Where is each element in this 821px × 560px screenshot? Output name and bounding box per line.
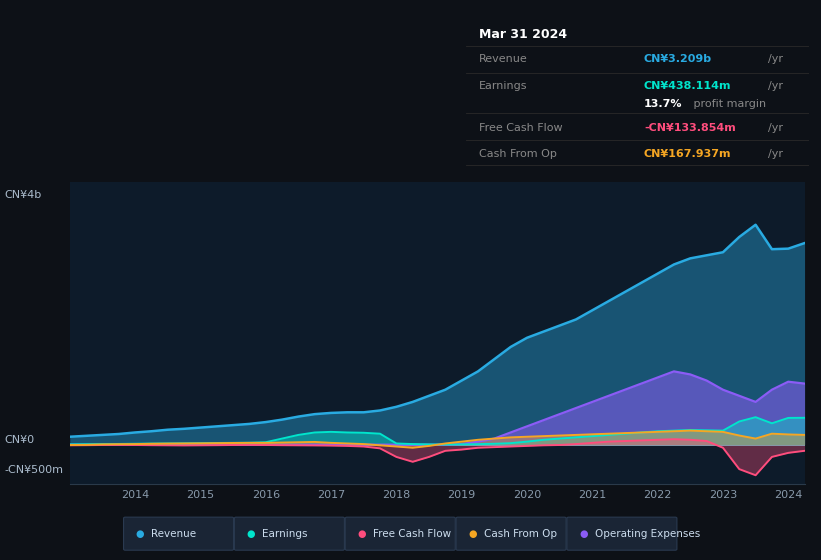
Text: ●: ● bbox=[357, 529, 366, 539]
Text: /yr: /yr bbox=[768, 149, 782, 159]
Text: Operating Expenses: Operating Expenses bbox=[479, 177, 592, 187]
Text: Mar 31 2024: Mar 31 2024 bbox=[479, 27, 567, 40]
Text: CN¥0: CN¥0 bbox=[4, 435, 34, 445]
Text: /yr: /yr bbox=[768, 177, 782, 187]
Text: Free Cash Flow: Free Cash Flow bbox=[373, 529, 452, 539]
Text: Cash From Op: Cash From Op bbox=[484, 529, 557, 539]
Text: CN¥3.209b: CN¥3.209b bbox=[644, 54, 712, 64]
Text: ●: ● bbox=[135, 529, 144, 539]
Text: -CN¥133.854m: -CN¥133.854m bbox=[644, 123, 736, 133]
Text: Free Cash Flow: Free Cash Flow bbox=[479, 123, 563, 133]
Text: Cash From Op: Cash From Op bbox=[479, 149, 557, 159]
Text: CN¥1.031b: CN¥1.031b bbox=[644, 177, 712, 187]
Text: Revenue: Revenue bbox=[151, 529, 196, 539]
Text: CN¥167.937m: CN¥167.937m bbox=[644, 149, 732, 159]
Text: /yr: /yr bbox=[768, 54, 782, 64]
Text: profit margin: profit margin bbox=[690, 99, 767, 109]
Text: /yr: /yr bbox=[768, 123, 782, 133]
Text: Revenue: Revenue bbox=[479, 54, 528, 64]
Text: Earnings: Earnings bbox=[479, 81, 528, 91]
Text: CN¥4b: CN¥4b bbox=[4, 190, 41, 200]
Text: /yr: /yr bbox=[768, 81, 782, 91]
Text: 13.7%: 13.7% bbox=[644, 99, 682, 109]
Text: CN¥438.114m: CN¥438.114m bbox=[644, 81, 732, 91]
Text: Operating Expenses: Operating Expenses bbox=[594, 529, 700, 539]
Text: ●: ● bbox=[579, 529, 588, 539]
Text: Earnings: Earnings bbox=[263, 529, 308, 539]
Text: ●: ● bbox=[246, 529, 255, 539]
Text: -CN¥500m: -CN¥500m bbox=[4, 465, 63, 475]
Text: ●: ● bbox=[468, 529, 477, 539]
